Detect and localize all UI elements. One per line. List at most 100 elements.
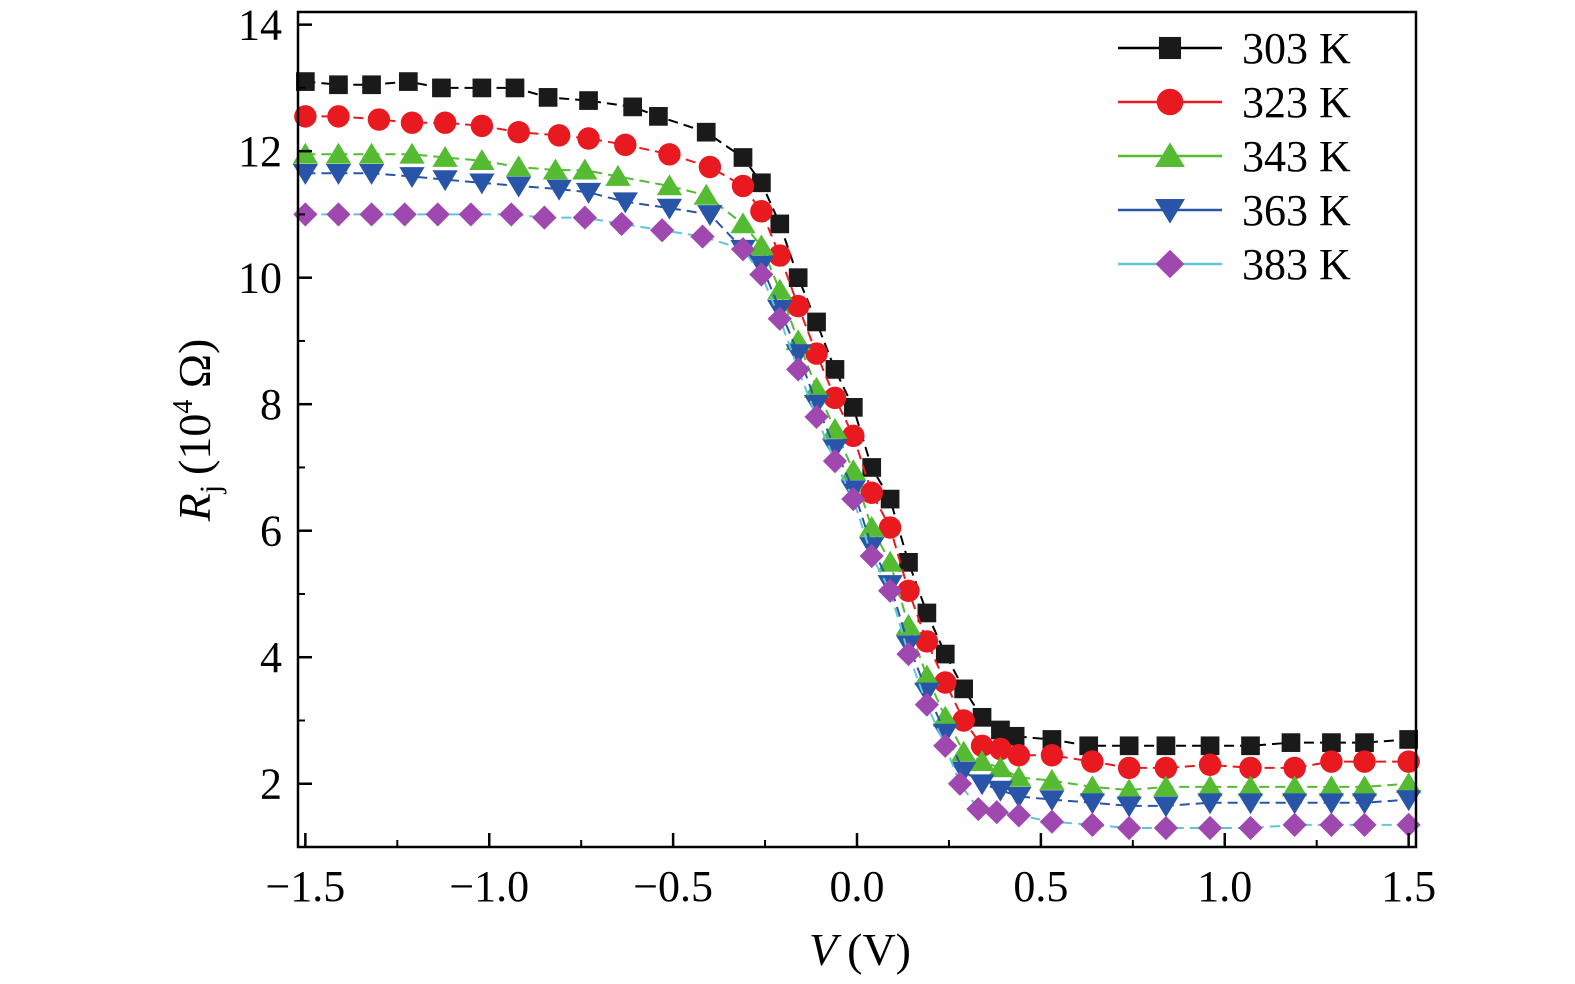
legend-marker <box>1156 88 1184 116</box>
data-point <box>786 357 811 382</box>
data-point <box>934 671 957 694</box>
series-383k <box>293 202 1421 841</box>
data-point <box>1198 753 1222 776</box>
legend-item: 343 K <box>1118 132 1351 181</box>
y-axis-superscript: 4 <box>168 400 199 414</box>
data-point <box>623 97 643 117</box>
data-point <box>1283 756 1306 780</box>
data-point <box>1039 790 1065 812</box>
legend-label: 363 K <box>1242 186 1351 235</box>
data-point <box>1241 736 1260 756</box>
data-point <box>767 306 792 331</box>
data-point <box>325 163 352 185</box>
data-point <box>1080 812 1105 837</box>
x-tick-label: 0.0 <box>830 862 885 911</box>
legend-marker <box>1155 249 1185 279</box>
data-point <box>1197 775 1223 797</box>
data-point <box>954 679 974 699</box>
legend-item: 363 K <box>1118 186 1351 235</box>
data-point <box>947 771 973 796</box>
data-point <box>1007 744 1031 767</box>
data-point <box>1352 812 1377 837</box>
y-axis-variable: R <box>169 493 220 522</box>
data-point <box>425 202 450 227</box>
data-point <box>1042 730 1062 749</box>
data-point <box>877 550 903 572</box>
data-point <box>649 218 675 243</box>
data-point <box>1153 775 1179 797</box>
data-point <box>296 72 315 91</box>
series-line-383k <box>305 213 1409 829</box>
data-point <box>400 111 424 134</box>
x-tick-label: −0.5 <box>633 862 713 911</box>
data-point <box>899 552 918 572</box>
data-point <box>807 312 826 332</box>
data-point <box>1351 793 1378 815</box>
data-point <box>458 202 483 227</box>
legend-marker <box>1155 198 1185 224</box>
data-point <box>1200 736 1220 756</box>
data-point <box>649 107 668 126</box>
data-point <box>325 142 352 164</box>
data-point <box>1281 775 1308 797</box>
y-tick-label: 4 <box>260 633 282 682</box>
legend-item: 303 K <box>1118 24 1351 73</box>
data-point <box>804 404 829 429</box>
data-point <box>1318 775 1345 797</box>
data-point <box>987 756 1014 778</box>
series-323k <box>294 105 1420 780</box>
data-point <box>546 179 572 201</box>
data-point <box>1153 815 1179 841</box>
data-point <box>656 198 683 220</box>
data-point <box>605 164 631 186</box>
data-point <box>1154 756 1178 780</box>
data-point <box>859 515 885 537</box>
data-point <box>877 578 903 603</box>
data-point <box>1318 793 1345 815</box>
data-point <box>1282 812 1307 837</box>
data-point <box>1238 815 1263 841</box>
data-point <box>770 214 790 234</box>
y-axis-subscript: j <box>194 485 227 494</box>
data-point <box>748 234 775 256</box>
data-point <box>572 158 598 180</box>
data-point <box>1197 793 1223 815</box>
data-point <box>1281 793 1308 815</box>
data-point <box>579 91 598 110</box>
data-point <box>469 149 495 171</box>
data-point <box>1281 733 1301 752</box>
data-point <box>293 202 318 227</box>
y-tick-label: 8 <box>260 380 282 429</box>
legend-label: 303 K <box>1242 24 1351 73</box>
data-point <box>614 133 637 157</box>
data-point <box>843 398 863 417</box>
data-point <box>433 111 457 134</box>
data-point <box>1153 796 1179 818</box>
data-point <box>292 163 319 185</box>
data-point <box>697 205 723 226</box>
legend-label: 343 K <box>1242 132 1351 181</box>
data-point <box>1079 793 1106 815</box>
data-point <box>656 174 683 196</box>
data-point <box>915 630 939 653</box>
data-point <box>1319 812 1344 837</box>
data-point <box>690 224 715 249</box>
data-point <box>572 205 597 230</box>
data-point <box>1351 775 1378 797</box>
data-point <box>358 142 385 164</box>
data-point <box>362 75 381 95</box>
data-point <box>1396 812 1421 837</box>
data-point <box>1039 769 1065 790</box>
data-point <box>972 707 992 727</box>
data-point <box>1039 809 1065 834</box>
data-point <box>693 183 719 205</box>
x-tick-label: 1.5 <box>1381 862 1436 911</box>
data-point <box>917 603 937 623</box>
data-point <box>532 205 557 230</box>
x-axis-unit: (V) <box>847 924 911 975</box>
data-point <box>969 750 995 771</box>
data-point <box>880 489 900 509</box>
data-point <box>822 449 848 474</box>
data-point <box>803 376 830 398</box>
x-axis: −1.5 −1.0 −0.5 0.0 0.5 1.0 1.5 <box>265 833 1436 911</box>
